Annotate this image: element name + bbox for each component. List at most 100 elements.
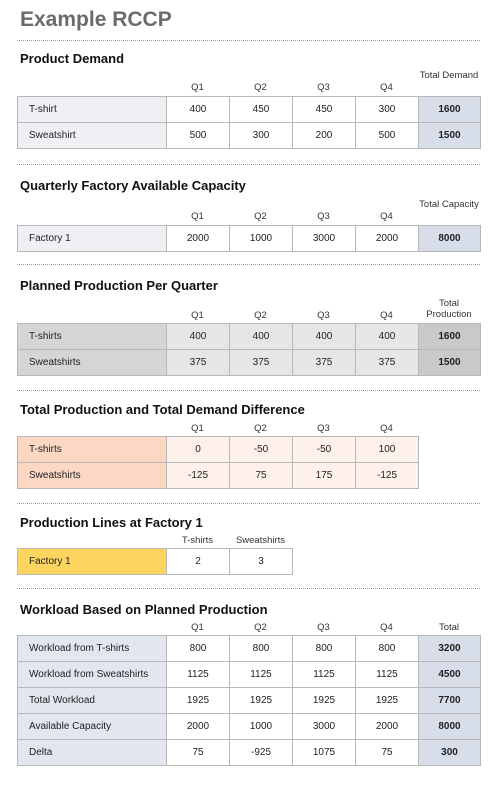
col-header: Q4 xyxy=(380,622,393,633)
product-demand-title: Product Demand xyxy=(20,51,125,66)
table-cell: 3 xyxy=(229,548,293,575)
total-cell: 1600 xyxy=(418,96,481,123)
section-divider xyxy=(17,390,480,391)
table-cell: 800 xyxy=(292,635,356,662)
table-cell: 1075 xyxy=(292,739,356,766)
planned-production-title: Planned Production Per Quarter xyxy=(20,278,218,293)
col-header: T-shirts xyxy=(181,535,214,546)
row-label: Total Workload xyxy=(17,687,167,714)
table-cell: 300 xyxy=(229,122,293,149)
total-cell: 4500 xyxy=(418,661,481,688)
row-label: Sweatshirts xyxy=(17,462,167,489)
col-header-total: Total xyxy=(438,622,460,633)
difference-title: Total Production and Total Demand Differ… xyxy=(20,402,305,417)
col-header: Q3 xyxy=(317,310,330,321)
table-cell: 1125 xyxy=(292,661,356,688)
col-header-total: Total Production xyxy=(426,298,472,320)
row-label: T-shirts xyxy=(17,323,167,350)
table-row: Workload from Sweatshirts 1125 1125 1125… xyxy=(17,661,481,688)
row-label: T-shirts xyxy=(17,436,167,463)
difference-table: T-shirts 0 -50 -50 100 Sweatshirts -125 … xyxy=(17,436,419,489)
table-cell: 1925 xyxy=(292,687,356,714)
table-cell: 800 xyxy=(355,635,419,662)
table-cell: 375 xyxy=(292,349,356,376)
col-header-total: Total Demand xyxy=(419,70,479,81)
table-cell: 100 xyxy=(355,436,419,463)
table-row: Delta 75 -925 1075 75 300 xyxy=(17,739,481,766)
table-row: Sweatshirts 375 375 375 375 1500 xyxy=(17,349,481,376)
col-header: Q2 xyxy=(254,211,267,222)
row-label: Workload from T-shirts xyxy=(17,635,167,662)
total-cell: 1500 xyxy=(418,122,481,149)
col-header: Q1 xyxy=(191,310,204,321)
col-header: Sweatshirts xyxy=(235,535,286,546)
total-cell: 8000 xyxy=(418,713,481,740)
table-cell: 2 xyxy=(166,548,230,575)
table-cell: 75 xyxy=(166,739,230,766)
row-label: Available Capacity xyxy=(17,713,167,740)
col-header: Q4 xyxy=(380,211,393,222)
total-cell: 8000 xyxy=(418,225,481,252)
row-label: Sweatshirt xyxy=(17,122,167,149)
col-header: Q4 xyxy=(380,82,393,93)
table-row: T-shirts 0 -50 -50 100 xyxy=(17,436,419,463)
col-header: Q4 xyxy=(380,310,393,321)
col-header: Q1 xyxy=(191,622,204,633)
table-cell: 3000 xyxy=(292,713,356,740)
col-header: Q3 xyxy=(317,423,330,434)
col-header: Q1 xyxy=(191,82,204,93)
total-cell: 1500 xyxy=(418,349,481,376)
factory-capacity-table: Factory 1 2000 1000 3000 2000 8000 xyxy=(17,225,481,252)
row-label: Delta xyxy=(17,739,167,766)
row-label: T-shirt xyxy=(17,96,167,123)
total-cell: 300 xyxy=(418,739,481,766)
col-header-total: Total Capacity xyxy=(419,199,479,210)
table-cell: 200 xyxy=(292,122,356,149)
table-cell: 800 xyxy=(229,635,293,662)
table-cell: -125 xyxy=(355,462,419,489)
col-header: Q2 xyxy=(254,423,267,434)
table-cell: 300 xyxy=(355,96,419,123)
table-cell: 375 xyxy=(229,349,293,376)
table-cell: 75 xyxy=(229,462,293,489)
table-cell: 800 xyxy=(166,635,230,662)
table-cell: 0 xyxy=(166,436,230,463)
table-cell: 1925 xyxy=(229,687,293,714)
table-cell: 2000 xyxy=(166,225,230,252)
table-cell: 2000 xyxy=(166,713,230,740)
document-title: Example RCCP xyxy=(20,8,172,31)
table-cell: 75 xyxy=(355,739,419,766)
production-lines-table: Factory 1 2 3 xyxy=(17,548,293,575)
table-cell: 400 xyxy=(292,323,356,350)
table-row: Sweatshirt 500 300 200 500 1500 xyxy=(17,122,481,149)
production-lines-title: Production Lines at Factory 1 xyxy=(20,515,203,530)
table-cell: 2000 xyxy=(355,225,419,252)
table-cell: 1925 xyxy=(166,687,230,714)
table-cell: 175 xyxy=(292,462,356,489)
row-label: Workload from Sweatshirts xyxy=(17,661,167,688)
table-cell: 450 xyxy=(292,96,356,123)
col-header: Q1 xyxy=(191,211,204,222)
section-divider xyxy=(17,164,480,165)
table-cell: 1125 xyxy=(166,661,230,688)
section-divider xyxy=(17,264,480,265)
table-cell: -125 xyxy=(166,462,230,489)
table-cell: 1000 xyxy=(229,713,293,740)
table-cell: 400 xyxy=(229,323,293,350)
table-row: Sweatshirts -125 75 175 -125 xyxy=(17,462,419,489)
col-header: Q2 xyxy=(254,622,267,633)
table-cell: 1125 xyxy=(355,661,419,688)
table-cell: 450 xyxy=(229,96,293,123)
table-cell: 400 xyxy=(166,96,230,123)
table-row: T-shirts 400 400 400 400 1600 xyxy=(17,323,481,350)
table-cell: -50 xyxy=(292,436,356,463)
table-cell: 400 xyxy=(355,323,419,350)
table-cell: -50 xyxy=(229,436,293,463)
section-divider xyxy=(17,40,480,41)
table-row: Factory 1 2000 1000 3000 2000 8000 xyxy=(17,225,481,252)
section-divider xyxy=(17,503,480,504)
factory-capacity-title: Quarterly Factory Available Capacity xyxy=(20,178,246,193)
section-divider xyxy=(17,588,480,589)
row-label: Sweatshirts xyxy=(17,349,167,376)
table-row: Factory 1 2 3 xyxy=(17,548,293,575)
